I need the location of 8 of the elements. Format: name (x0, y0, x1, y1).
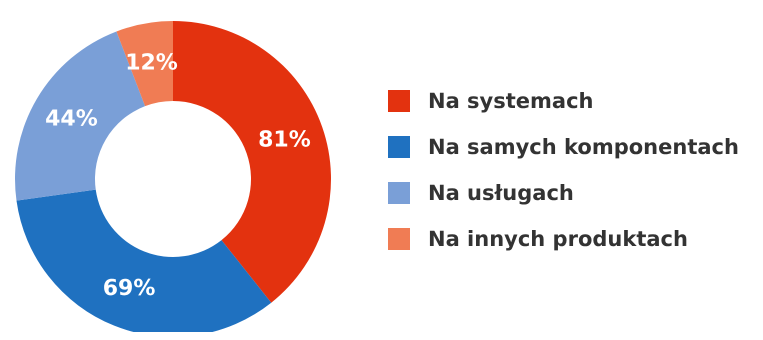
legend-label: Na usługach (428, 181, 574, 205)
data-label: 81% (258, 128, 311, 153)
data-label: 69% (102, 276, 156, 302)
legend-label: Na innych produktach (428, 227, 688, 251)
data-label: 44% (45, 106, 98, 132)
data-label: 12% (125, 50, 178, 76)
legend-label: Na samych komponentach (428, 135, 739, 159)
legend-label: Na systemach (428, 89, 594, 113)
